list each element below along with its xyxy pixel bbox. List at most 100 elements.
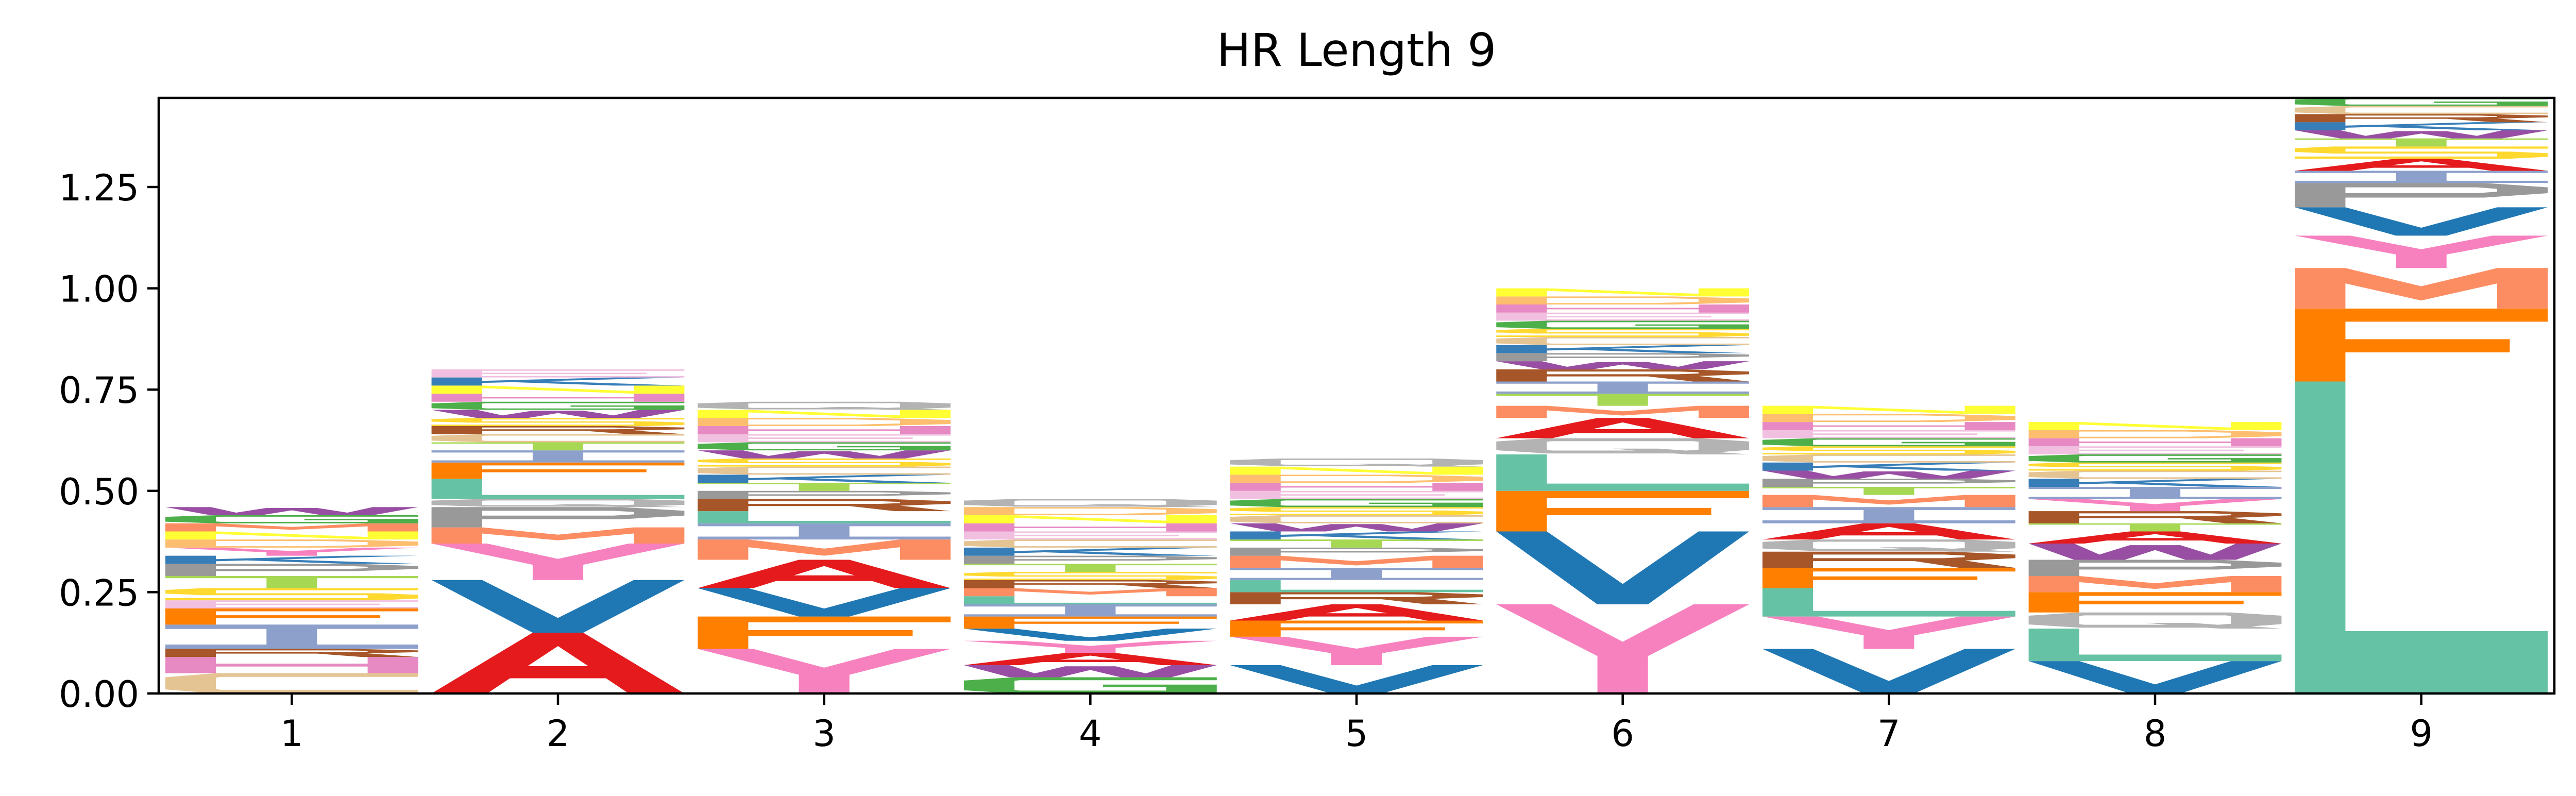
letter-Q xyxy=(1230,458,1483,467)
letter-M xyxy=(431,527,685,544)
letter-P xyxy=(1230,547,1483,556)
letter-D xyxy=(698,418,951,426)
letter-R xyxy=(2028,511,2282,523)
letter-stack-5 xyxy=(1230,458,1483,693)
letter-S xyxy=(1230,507,1483,515)
letter-P xyxy=(431,507,685,528)
letter-H xyxy=(165,657,418,673)
letter-L xyxy=(2028,629,2282,662)
letter-C xyxy=(1496,336,1750,345)
y-tick-label: 0.00 xyxy=(59,673,139,716)
letter-Y xyxy=(1496,604,1750,693)
letter-Y xyxy=(698,649,951,693)
letter-V xyxy=(2295,207,2548,236)
letter-H xyxy=(1762,422,2015,430)
letter-N xyxy=(698,410,951,418)
letter-G xyxy=(1496,320,1750,329)
letter-T xyxy=(963,564,1217,572)
letter-K xyxy=(2028,479,2282,487)
x-tick-label: 7 xyxy=(1877,713,1901,755)
letter-I xyxy=(1230,568,1483,580)
letter-R xyxy=(2295,114,2548,123)
letter-S xyxy=(2028,462,2282,471)
letter-T xyxy=(2028,523,2282,532)
letter-N xyxy=(1496,288,1750,297)
letter-E xyxy=(1762,430,2015,438)
letter-H xyxy=(2028,438,2282,447)
letter-S xyxy=(698,458,951,467)
letter-E xyxy=(1496,312,1750,321)
letter-P xyxy=(963,555,1217,564)
letter-H xyxy=(698,426,951,434)
letter-M xyxy=(698,539,951,560)
letter-stacks xyxy=(165,98,2548,693)
letter-P xyxy=(165,564,418,576)
letter-W xyxy=(698,450,951,459)
y-tick-label: 1.25 xyxy=(59,167,139,209)
letter-stack-4 xyxy=(963,499,1217,693)
letter-W xyxy=(2295,130,2548,139)
letter-Y xyxy=(165,547,418,556)
letter-W xyxy=(1230,523,1483,532)
letter-E xyxy=(2028,446,2282,455)
letter-W xyxy=(963,665,1217,678)
letter-G xyxy=(431,401,685,410)
letter-Y xyxy=(1762,616,2015,649)
letter-S xyxy=(1762,446,2015,455)
axes: 0.00 0.25 0.50 0.75 1.00 1.25 1 2 3 4 5 6 7 8 9 xyxy=(59,96,2556,755)
letter-N xyxy=(431,385,685,394)
x-tick-label: 6 xyxy=(1611,713,1634,755)
letter-D xyxy=(1762,414,2015,422)
letter-S xyxy=(963,572,1217,580)
letter-A xyxy=(431,633,685,693)
letter-I xyxy=(963,604,1217,617)
letter-I xyxy=(1762,507,2015,523)
letter-K xyxy=(1496,345,1750,353)
letter-I xyxy=(698,523,951,540)
letter-M xyxy=(963,588,1217,597)
letter-T xyxy=(2295,138,2548,147)
letter-E xyxy=(698,434,951,443)
letter-H xyxy=(1496,304,1750,313)
letter-R xyxy=(963,580,1217,588)
letter-stack-7 xyxy=(1762,405,2015,693)
letter-I xyxy=(1496,381,1750,394)
letter-R xyxy=(431,426,685,434)
letter-stack-1 xyxy=(165,507,418,693)
letter-N xyxy=(165,531,418,540)
letter-V xyxy=(1230,665,1483,693)
letter-D xyxy=(1230,475,1483,483)
letter-V xyxy=(963,629,1217,641)
letter-M xyxy=(1496,405,1750,418)
letter-H xyxy=(963,523,1217,532)
letter-S xyxy=(2295,146,2548,159)
letter-Y xyxy=(2295,235,2548,268)
letter-R xyxy=(1496,369,1750,382)
letter-Q xyxy=(431,499,685,507)
y-tick-label: 0.25 xyxy=(59,572,139,614)
letter-F xyxy=(1496,490,1750,532)
letter-M xyxy=(165,523,418,532)
letter-M xyxy=(2028,575,2282,592)
letter-D xyxy=(2028,430,2282,438)
letter-Y xyxy=(963,640,1217,653)
letter-stack-6 xyxy=(1496,288,1750,693)
letter-stack-8 xyxy=(2028,422,2282,693)
x-tick-label: 5 xyxy=(1345,713,1368,755)
letter-A xyxy=(963,653,1217,665)
letter-N xyxy=(963,515,1217,523)
letter-A xyxy=(1496,418,1750,438)
letter-S xyxy=(1496,329,1750,337)
x-tick-label: 9 xyxy=(2410,713,2433,755)
letter-N xyxy=(2028,422,2282,430)
letter-F xyxy=(1230,620,1483,637)
letter-A xyxy=(698,560,951,588)
letter-L xyxy=(1230,580,1483,592)
letter-I xyxy=(431,450,685,463)
letter-P xyxy=(1496,353,1750,362)
letter-C xyxy=(165,673,418,693)
letter-H xyxy=(1230,483,1483,491)
letter-W xyxy=(1496,361,1750,369)
